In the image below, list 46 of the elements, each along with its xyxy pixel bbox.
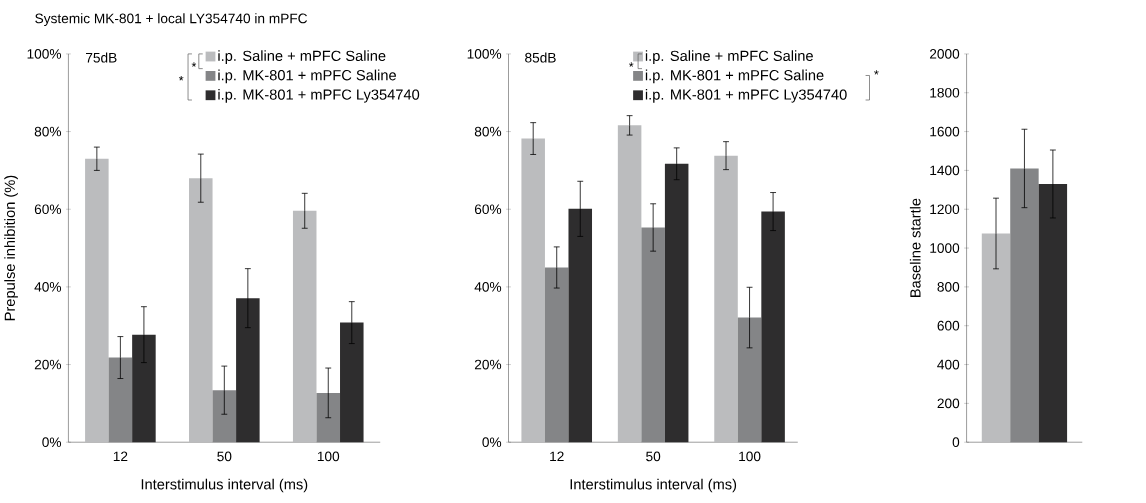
y-tick-label: 1000 <box>930 243 960 253</box>
y-axis-title: Baseline startle <box>909 198 921 297</box>
y-tick-label: 800 <box>937 282 960 292</box>
y-tick-label: 80% <box>34 126 62 137</box>
x-tick-label: 100 <box>739 451 761 462</box>
y-axis-title: Prepulse inhibition (%) <box>4 175 18 321</box>
y-tick-label: 40% <box>474 282 502 292</box>
y-tick-label: 1600 <box>930 126 960 137</box>
text: * <box>874 70 879 75</box>
x-axis-title: Interstimulus interval (ms) <box>141 478 308 493</box>
y-tick-label: 1400 <box>930 165 960 176</box>
y-tick-label: 0 <box>952 437 960 448</box>
y-tick-label: 600 <box>937 320 960 331</box>
x-tick-label: 12 <box>113 451 128 462</box>
y-tick-label: 60% <box>34 204 62 215</box>
y-tick-label: 20% <box>474 359 502 370</box>
annotation: 75dB <box>86 52 117 63</box>
y-tick-label: 1800 <box>930 87 960 98</box>
y-tick-label: 60% <box>474 204 502 215</box>
y-tick-label: 100% <box>467 49 502 59</box>
x-tick-label: 50 <box>217 451 232 462</box>
legend-label: i.p. MK-801 + mPFC Ly354740 <box>645 88 847 103</box>
legend-label: i.p. Saline + mPFC Saline <box>645 50 813 64</box>
y-tick-label: 80% <box>474 126 502 137</box>
legend-label: i.p. Saline + mPFC Saline <box>218 50 386 64</box>
x-tick-label: 50 <box>646 451 661 462</box>
annotation: * <box>628 62 634 67</box>
annotation: * <box>178 76 184 81</box>
y-tick-label: 40% <box>34 282 62 292</box>
x-tick-label: 12 <box>550 451 564 462</box>
annotation: 85dB <box>525 52 556 63</box>
chart-title: Systemic MK-801 + local LY354740 in mPFC <box>35 13 308 26</box>
y-tick-label: 0% <box>42 437 62 448</box>
y-tick-label: 2000 <box>929 49 960 59</box>
y-tick-label: 200 <box>937 398 960 409</box>
y-tick-label: 0% <box>482 437 502 448</box>
y-tick-label: 400 <box>937 359 960 370</box>
legend-label: i.p. MK-801 + mPFC Saline <box>218 69 396 84</box>
x-axis-title: Interstimulus interval (ms) <box>570 478 737 493</box>
legend-label: i.p. MK-801 + mPFC Ly354740 <box>218 88 420 103</box>
y-tick-label: 20% <box>34 359 62 370</box>
y-tick-label: 100% <box>27 49 62 59</box>
legend-label: i.p. MK-801 + mPFC Saline <box>645 69 824 84</box>
y-tick-label: 1200 <box>930 204 960 215</box>
x-tick-label: 100 <box>317 451 340 462</box>
annotation: * <box>191 62 197 67</box>
